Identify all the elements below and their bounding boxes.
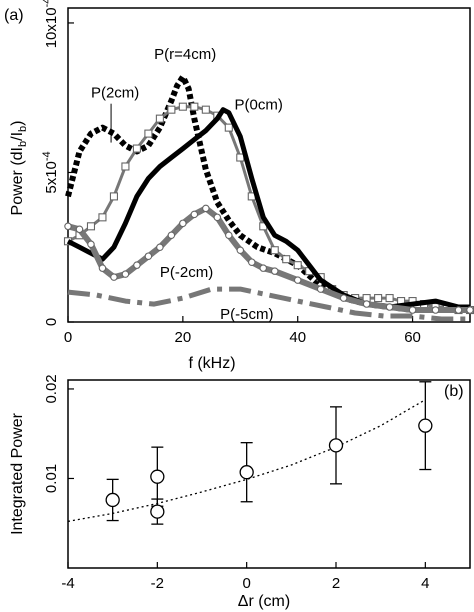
series-marker-circle: [75, 225, 84, 234]
series-marker-square: [270, 246, 279, 255]
ylabel-end: ): [9, 121, 26, 126]
panel-a-ticks: 0 20 40 60 0 5x10-4 10x10-4: [41, 0, 421, 346]
data-point: [150, 504, 165, 519]
b-xtick-label: -2: [151, 575, 164, 592]
ylabel-sub2: b: [17, 126, 29, 132]
series-line-3: [67, 205, 470, 313]
a-ytick-label: 0: [43, 318, 60, 326]
panel-b-ticks: -4 -2 0 2 4 0.01 0.02: [43, 374, 430, 592]
series-marker-circle: [293, 276, 302, 284]
series-marker-circle: [179, 219, 187, 228]
series-marker-circle: [270, 267, 279, 275]
series-line-4: [67, 286, 470, 322]
series-marker-circle: [64, 222, 72, 231]
panel-a-ylabel: Power (dIb/Ib): [9, 121, 29, 216]
series-marker-square: [236, 153, 245, 162]
panel-a-label: (a): [4, 7, 24, 24]
series-marker-circle: [225, 231, 233, 240]
series-marker-circle: [248, 258, 256, 266]
panel-a: (a) f (kHz) Power (dIb/Ib) 0 20 40 6005x10-…: [4, 0, 474, 372]
series-marker-square: [293, 261, 302, 270]
series-marker-circle: [339, 294, 348, 302]
series-marker-square: [144, 129, 153, 138]
series-marker-circle: [362, 300, 371, 308]
series-marker-square: [282, 255, 291, 264]
b-xtick-label: 2: [332, 575, 340, 592]
a-xtick-label: 60: [404, 329, 421, 346]
panel-b-points: [105, 381, 433, 525]
series-marker-circle: [133, 261, 141, 269]
panel-a-frame: [67, 7, 471, 323]
b-xtick-label: -4: [61, 575, 74, 592]
series-marker-circle: [466, 306, 474, 314]
series-marker-circle: [236, 246, 245, 254]
a-ytick-label: 5x10-4: [41, 151, 60, 193]
series-marker-square: [385, 294, 394, 303]
series-marker-circle: [167, 231, 176, 240]
annotation-label: P(r=4cm): [154, 46, 216, 63]
series-marker-circle: [110, 273, 118, 281]
annotation-label: P(0cm): [235, 97, 283, 114]
series-marker-circle: [87, 240, 95, 248]
series-marker-square: [121, 162, 130, 171]
series-marker-circle: [408, 306, 417, 314]
a-xtick-label: 40: [289, 329, 306, 346]
series-marker-circle: [259, 264, 268, 272]
series-marker-square: [109, 192, 118, 201]
panel-b-xlabel: Δr (cm): [238, 593, 290, 610]
panel-b-frame: [67, 379, 471, 569]
series-marker-square: [224, 123, 233, 132]
series-marker-circle: [98, 264, 107, 272]
series-marker-circle: [156, 243, 164, 251]
annotation-label: P(-2cm): [160, 264, 213, 281]
series-marker-square: [155, 114, 164, 123]
series-marker-square: [374, 294, 383, 303]
series-marker-circle: [454, 306, 463, 314]
b-xtick-label: 4: [421, 575, 429, 592]
series-marker-circle: [213, 213, 222, 222]
data-point: [150, 469, 165, 484]
series-marker-circle: [202, 204, 210, 213]
series-marker-square: [178, 102, 187, 111]
data-point: [239, 465, 254, 480]
data-point: [328, 438, 344, 453]
panel-a-annotations: P(r=4cm) P(2cm) P(0cm) P(-2cm) P(-5cm): [91, 46, 283, 323]
series-marker-circle: [144, 252, 153, 260]
ylabel-mid: /I: [9, 132, 26, 141]
panel-b-label: (b): [444, 383, 464, 400]
a-xtick-label: 0: [64, 329, 72, 346]
series-marker-square: [98, 213, 107, 222]
series-marker-square: [132, 144, 141, 153]
series-marker-square: [86, 222, 96, 231]
series-marker-circle: [431, 306, 440, 314]
series-marker-square: [167, 105, 176, 114]
b-xtick-label: 0: [242, 575, 250, 592]
series-marker-square: [190, 102, 199, 111]
panel-a-xlabel: f (kHz): [188, 355, 235, 372]
series-line-1: [67, 105, 470, 312]
b-ytick-label: 0.02: [43, 374, 60, 403]
series-marker-circle: [385, 303, 394, 311]
panel-b: (b) Δr (cm) Integrated Power -4 -2 0 2 4 0.01…: [9, 374, 471, 610]
fit-curve: [67, 399, 426, 523]
series-marker-circle: [190, 210, 199, 219]
data-point: [105, 492, 120, 508]
annotation-label: P(-5cm): [220, 306, 273, 323]
ylabel-main: Power (dI: [9, 147, 26, 215]
series-marker-circle: [121, 270, 130, 278]
a-ytick-label: 10x10-4: [41, 0, 60, 48]
panel-b-fit: [67, 399, 426, 523]
series-line-2: [66, 107, 470, 310]
data-point: [418, 418, 433, 433]
annotation-label: P(2cm): [91, 85, 139, 102]
series-marker-circle: [316, 285, 325, 293]
panel-a-series: [63, 73, 474, 322]
ylabel-sub1: b: [17, 141, 29, 147]
a-xtick-label: 20: [175, 329, 192, 346]
panel-b-ylabel: Integrated Power: [9, 412, 26, 535]
b-ytick-label: 0.01: [43, 464, 60, 493]
series-marker-square: [201, 105, 210, 114]
